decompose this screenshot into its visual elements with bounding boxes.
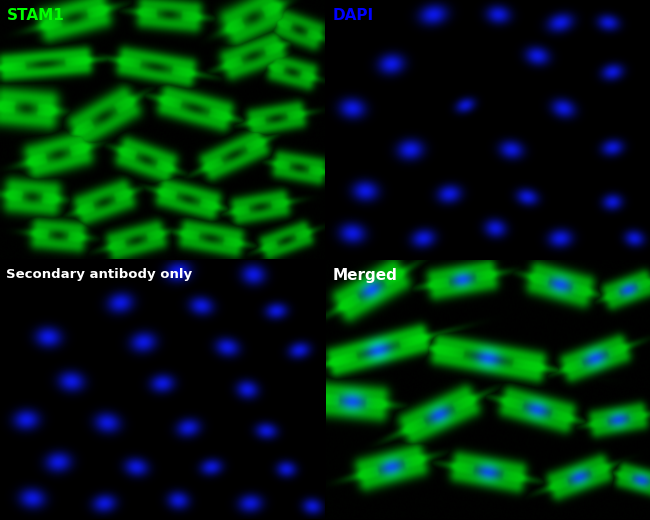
- Text: STAM1: STAM1: [6, 8, 64, 23]
- Text: DAPI: DAPI: [332, 8, 374, 23]
- Text: Secondary antibody only: Secondary antibody only: [6, 268, 192, 281]
- Text: Merged: Merged: [332, 268, 397, 283]
